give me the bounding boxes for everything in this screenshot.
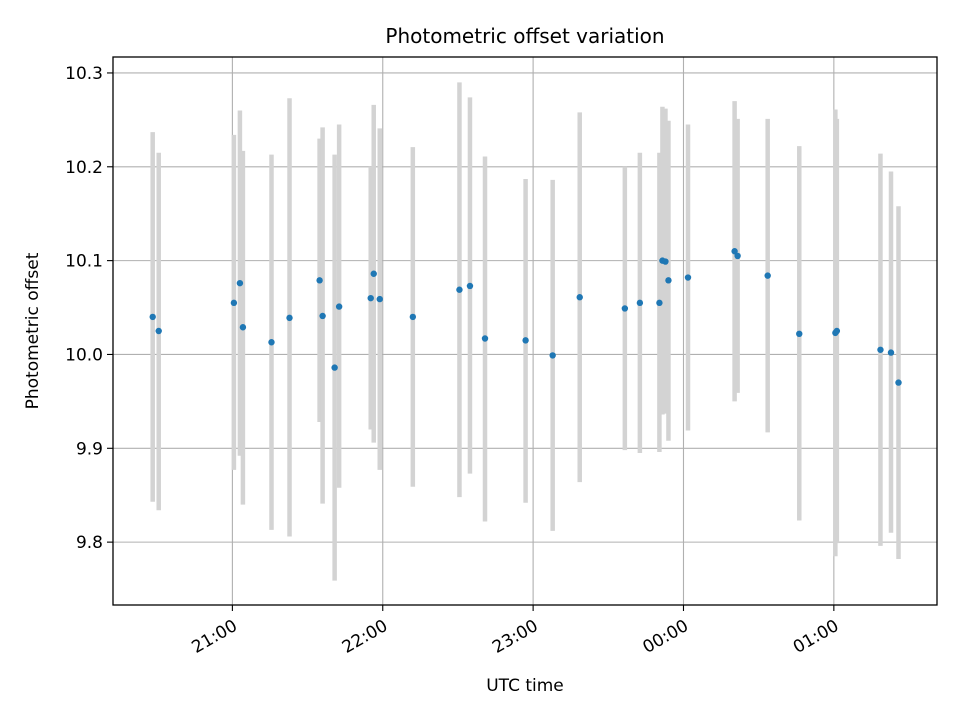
data-point bbox=[576, 294, 583, 301]
data-point bbox=[456, 286, 463, 293]
y-tick-label: 10.2 bbox=[65, 158, 103, 178]
y-tick-label: 10.1 bbox=[65, 252, 103, 272]
data-point bbox=[331, 364, 338, 371]
data-point bbox=[684, 274, 692, 281]
data-point bbox=[481, 335, 489, 342]
data-points bbox=[149, 248, 902, 386]
y-tick-label: 10.0 bbox=[65, 345, 103, 365]
data-point bbox=[155, 327, 162, 335]
data-point bbox=[268, 339, 275, 346]
data-point bbox=[230, 299, 238, 307]
data-point bbox=[734, 252, 741, 260]
data-point bbox=[621, 305, 629, 312]
data-point bbox=[656, 299, 663, 307]
data-point bbox=[662, 258, 669, 265]
data-point bbox=[319, 312, 326, 320]
data-point bbox=[335, 303, 343, 310]
data-point bbox=[895, 379, 902, 386]
data-point bbox=[286, 314, 293, 322]
data-point bbox=[466, 282, 474, 290]
y-axis-label: Photometric offset bbox=[23, 252, 43, 409]
data-point bbox=[877, 346, 884, 353]
x-axis-label: UTC time bbox=[486, 676, 564, 696]
plot-frame bbox=[112, 56, 938, 606]
data-point bbox=[887, 349, 895, 356]
data-point bbox=[764, 272, 771, 279]
data-point bbox=[376, 295, 383, 303]
data-point bbox=[370, 270, 377, 277]
data-point bbox=[409, 313, 417, 321]
data-point bbox=[239, 324, 247, 331]
data-point bbox=[731, 248, 738, 255]
data-point bbox=[665, 277, 672, 284]
chart-title: Photometric offset variation bbox=[385, 24, 664, 48]
data-point bbox=[316, 277, 323, 284]
data-point bbox=[236, 279, 244, 287]
data-point bbox=[833, 327, 841, 335]
data-point bbox=[149, 313, 156, 321]
data-point bbox=[796, 330, 803, 338]
data-point bbox=[522, 337, 529, 344]
data-point bbox=[549, 352, 556, 359]
data-point bbox=[367, 294, 374, 302]
y-tick-label: 10.3 bbox=[65, 64, 103, 84]
y-axis-ticks: 9.8 9.9 10.0 10.1 10.2 10.3 bbox=[65, 64, 113, 553]
y-tick-label: 9.9 bbox=[76, 439, 103, 459]
data-point bbox=[636, 299, 644, 307]
y-tick-label: 9.8 bbox=[76, 533, 103, 553]
